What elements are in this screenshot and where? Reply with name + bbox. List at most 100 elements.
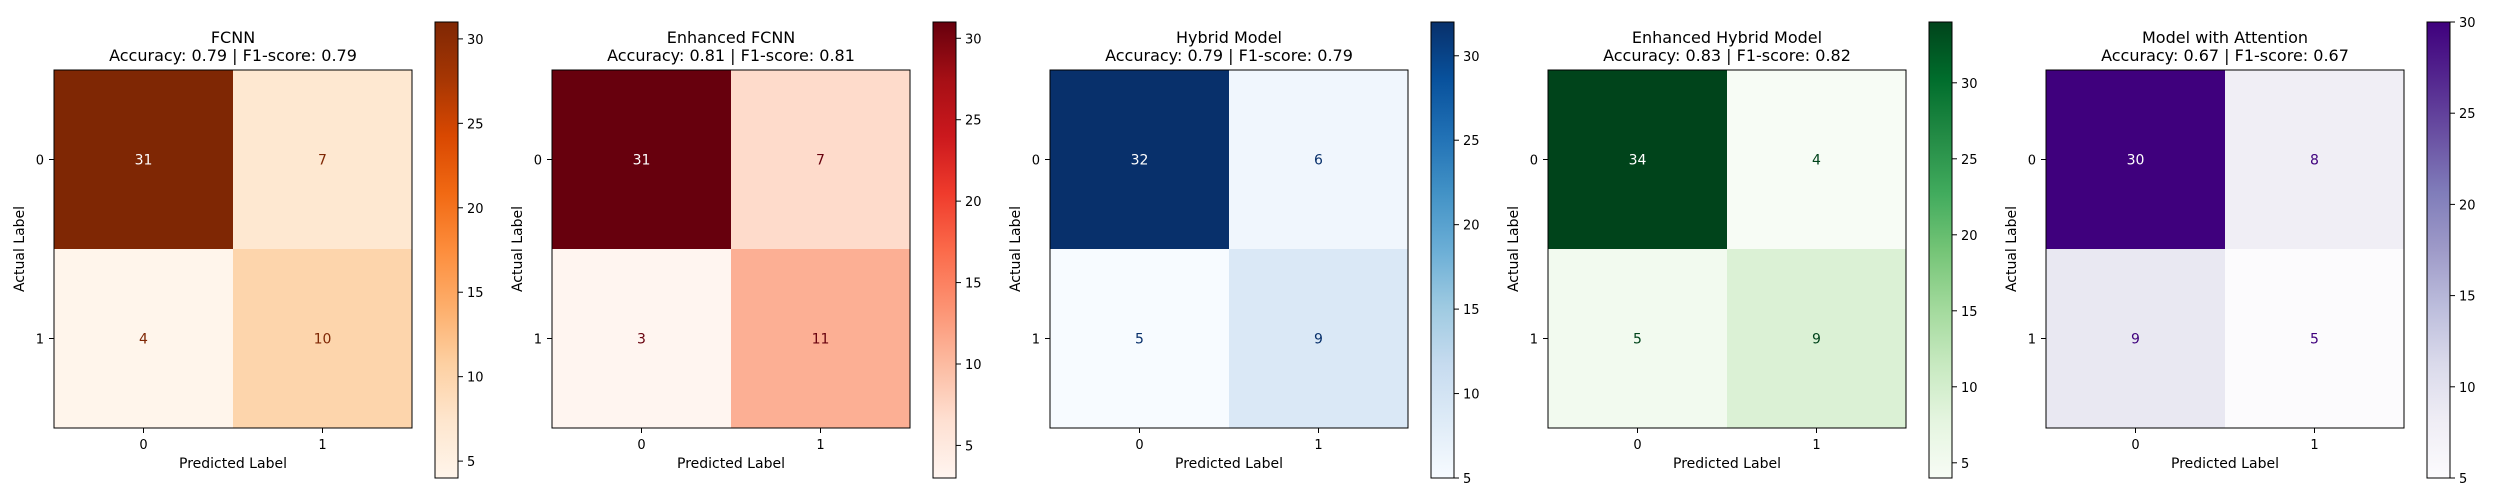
cell-value-label: 4 [139, 332, 148, 348]
y-tick-label: 0 [534, 154, 542, 169]
matrix-cell [1548, 249, 1728, 429]
chart-subtitle: Accuracy: 0.81 | F1-score: 0.81 [607, 46, 855, 65]
cell-value-label: 34 [1629, 153, 1647, 169]
colorbar-tick-label: 15 [2459, 290, 2476, 305]
cell-value-label: 31 [633, 153, 651, 169]
colorbar-tick-label: 25 [965, 114, 982, 129]
colorbar [933, 22, 956, 478]
colorbar-frame [1430, 21, 1455, 479]
colorbar-tick-label: 30 [965, 32, 982, 47]
chart-title: Enhanced Hybrid Model [1632, 28, 1822, 47]
matrix-cell [2046, 70, 2226, 250]
x-tick-label: 0 [637, 438, 645, 453]
colorbar-tick-label: 20 [1463, 219, 1480, 234]
colorbar-tick-label: 20 [1961, 229, 1978, 244]
colorbar-tick-label: 10 [965, 358, 982, 373]
x-tick-label: 1 [318, 438, 326, 453]
x-axis-label: Predicted Label [1175, 456, 1283, 472]
colorbar-tick-label: 30 [1961, 77, 1978, 92]
cell-value-label: 7 [318, 153, 327, 169]
y-tick-label: 0 [36, 154, 44, 169]
colorbar-tick-label: 20 [2459, 198, 2476, 213]
colorbar-tick-label: 5 [1961, 457, 1969, 472]
matrix-cell [1548, 70, 1728, 250]
cell-value-label: 30 [2127, 153, 2145, 169]
x-tick-label: 0 [139, 438, 147, 453]
colorbar [435, 22, 458, 478]
y-tick-label: 0 [1530, 154, 1538, 169]
matrix-cell [2046, 249, 2226, 429]
colorbar-tick-label: 25 [467, 117, 484, 132]
cell-value-label: 32 [1131, 153, 1149, 169]
x-axis-label: Predicted Label [1673, 456, 1781, 472]
x-tick-label: 0 [1633, 438, 1641, 453]
matrix-cell [552, 70, 732, 250]
x-axis-label: Predicted Label [677, 456, 785, 472]
y-tick-label: 1 [2028, 333, 2036, 348]
matrix-cell [552, 249, 732, 429]
colorbar-tick-label: 5 [965, 439, 973, 454]
y-axis-label: Actual Label [1506, 206, 1522, 292]
colorbar-tick-label: 10 [2459, 381, 2476, 396]
cell-value-label: 11 [812, 332, 830, 348]
y-tick-label: 1 [1530, 333, 1538, 348]
cell-value-label: 31 [135, 153, 153, 169]
colorbar [2427, 22, 2450, 478]
colorbar-tick-label: 5 [1463, 472, 1471, 487]
cell-value-label: 6 [1314, 153, 1323, 169]
colorbar-tick-label: 25 [1961, 153, 1978, 168]
axes-frame [2045, 69, 2405, 429]
matrix-cell [233, 70, 413, 250]
chart-title: Model with Attention [2142, 28, 2308, 47]
x-tick-label: 1 [1812, 438, 1820, 453]
matrix-cell [2225, 249, 2405, 429]
matrix-cell [54, 70, 234, 250]
colorbar-tick-label: 10 [467, 371, 484, 386]
y-tick-label: 1 [1032, 333, 1040, 348]
chart-title: Hybrid Model [1176, 28, 1282, 47]
x-axis-label: Predicted Label [2171, 456, 2279, 472]
colorbar-tick-label: 20 [965, 195, 982, 210]
matrix-cell [731, 249, 911, 429]
axes-frame [551, 69, 911, 429]
matrix-cell [1229, 70, 1409, 250]
colorbar-tick-label: 5 [467, 455, 475, 470]
matrix-cell [731, 70, 911, 250]
matrix-cell [54, 249, 234, 429]
cell-value-label: 7 [816, 153, 825, 169]
y-axis-label: Actual Label [510, 206, 526, 292]
cell-value-label: 3 [637, 332, 646, 348]
y-tick-label: 1 [534, 333, 542, 348]
matrix-cell [1727, 249, 1907, 429]
colorbar-tick-label: 15 [467, 286, 484, 301]
colorbar-tick-label: 30 [2459, 16, 2476, 31]
cell-value-label: 9 [2131, 332, 2140, 348]
colorbar-tick-label: 25 [1463, 134, 1480, 149]
y-tick-label: 1 [36, 333, 44, 348]
colorbar-tick-label: 20 [467, 202, 484, 217]
axes-frame [1547, 69, 1907, 429]
cell-value-label: 5 [2310, 332, 2319, 348]
colorbar [1929, 22, 1952, 478]
colorbar-tick-label: 30 [467, 33, 484, 48]
x-tick-label: 1 [816, 438, 824, 453]
x-axis-label: Predicted Label [179, 456, 287, 472]
y-axis-label: Actual Label [1008, 206, 1024, 292]
y-axis-label: Actual Label [2004, 206, 2020, 292]
chart-title: FCNN [211, 28, 255, 47]
colorbar-frame [932, 21, 957, 479]
x-tick-label: 0 [2131, 438, 2139, 453]
colorbar-tick-label: 5 [2459, 472, 2467, 487]
chart-subtitle: Accuracy: 0.79 | F1-score: 0.79 [1105, 46, 1353, 65]
y-axis-label: Actual Label [12, 206, 28, 292]
x-tick-label: 0 [1135, 438, 1143, 453]
cell-value-label: 5 [1135, 332, 1144, 348]
matrix-cell [233, 249, 413, 429]
axes-frame [53, 69, 413, 429]
chart-subtitle: Accuracy: 0.79 | F1-score: 0.79 [109, 46, 357, 65]
cell-value-label: 4 [1812, 153, 1821, 169]
